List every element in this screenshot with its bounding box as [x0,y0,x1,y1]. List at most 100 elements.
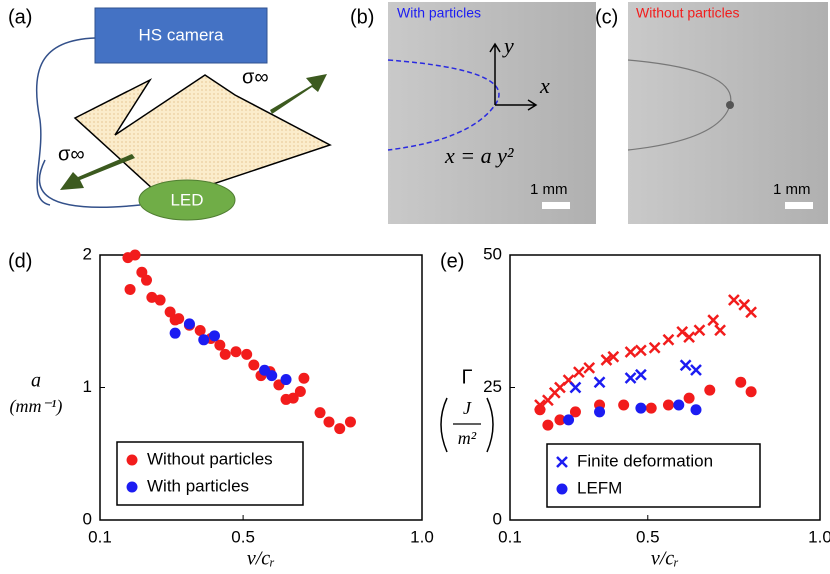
point [635,402,647,414]
y-axis-label: (mm⁻¹) [10,396,63,417]
caption: With particles [397,5,481,21]
cable [35,37,96,206]
panel-label: (e) [440,250,464,272]
legend-marker [556,483,568,495]
point [164,306,176,318]
x-axis: x [539,73,550,98]
point [569,381,582,394]
point [690,404,702,416]
panel-label: (d) [8,250,32,272]
camera-label: HS camera [138,25,224,44]
legend-box [546,443,761,508]
y-tick-label: 2 [83,244,92,263]
point [129,249,141,261]
point [334,423,346,435]
point [624,346,637,358]
point [707,314,720,327]
point [323,416,335,428]
crack-tip [726,101,734,109]
point [635,344,647,357]
photo [628,2,828,224]
point [136,266,148,278]
point [662,333,675,346]
point [208,330,220,342]
point [214,339,226,351]
x-tick-label: 0.1 [88,527,112,546]
camera-box [94,7,268,64]
point [645,402,657,414]
point [635,368,647,381]
point [573,366,585,379]
led [138,179,236,221]
point [594,406,606,418]
point [618,399,630,411]
x-tick-label: 0.5 [231,527,255,546]
cable [38,159,141,208]
legend-marker [126,454,138,466]
y-tick-label: 0 [493,509,502,528]
point [693,324,706,337]
point [154,294,166,306]
point [534,404,546,416]
scale-label: 1 mm [530,181,568,198]
point [624,372,637,384]
point [714,324,726,337]
point [344,416,356,428]
panel-label: (c) [595,6,618,28]
point [648,341,661,354]
point [554,414,566,426]
point [198,334,210,346]
point [266,370,278,382]
y-tick-label: 0 [83,509,92,528]
point [679,359,692,372]
x-tick-label: 1.0 [808,527,830,546]
legend-label: Without particles [147,449,273,468]
legend-box [116,441,304,506]
legend-label: LEFM [577,478,622,497]
point [600,354,613,366]
point [241,348,253,360]
photo [388,2,596,224]
scale-bar [542,202,570,209]
stress-label: σ∞ [58,143,85,165]
point [583,362,596,374]
point [183,318,195,330]
point [124,283,136,295]
y-axis-label: J [463,398,472,418]
y-tick-label: 25 [483,377,502,396]
legend-marker [126,481,138,493]
point [314,407,326,419]
point [294,385,306,397]
point [735,376,747,388]
y-axis: y [502,33,514,58]
y-axis-label: Γ [461,366,472,388]
point [219,348,231,360]
y-axis-label: m² [458,428,477,448]
stress-label: σ∞ [242,66,269,88]
point [230,346,242,358]
point [569,406,581,418]
legend-label: With particles [147,476,249,495]
y-tick-label: 50 [483,244,502,263]
x-axis-label: v/cᵣ [247,548,275,570]
point [683,392,695,404]
point [280,374,292,386]
x-axis-label: v/cᵣ [651,548,679,570]
x-tick-label: 1.0 [410,527,434,546]
scale-bar [785,202,813,209]
point [141,274,153,286]
point [298,372,310,384]
y-axis-label: a [31,370,41,392]
point [593,376,606,389]
x-tick-label: 0.5 [636,527,660,546]
point [169,327,181,339]
legend-label: Finite deformation [577,451,713,470]
point [745,306,757,319]
fit-curve [387,59,500,151]
point [173,313,185,325]
point [563,414,575,426]
panel-label: (b) [350,6,374,28]
paren [440,397,494,453]
caption: Without particles [636,5,739,21]
